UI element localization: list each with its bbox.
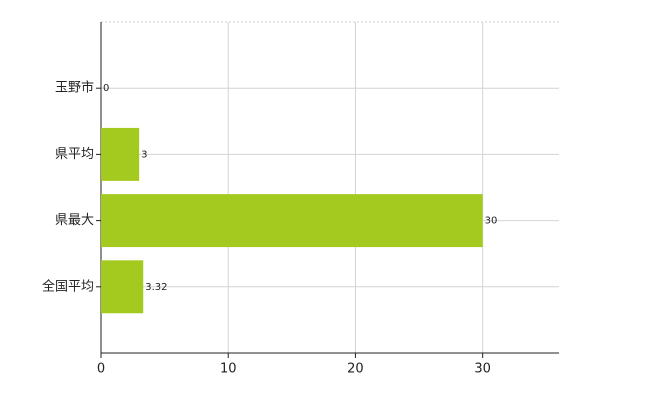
y-tick-label: 全国平均	[42, 278, 94, 294]
x-tick-label: 20	[347, 362, 364, 377]
value-label: 3.32	[145, 282, 167, 293]
value-label: 3	[141, 149, 147, 160]
x-tick-label: 0	[97, 362, 105, 377]
y-tick-label: 県平均	[55, 147, 94, 162]
y-tick-label: 玉野市	[55, 80, 94, 96]
bar	[101, 260, 144, 314]
y-tick-label: 県最大	[55, 213, 94, 228]
x-tick-label: 30	[474, 362, 491, 377]
bar	[101, 127, 140, 181]
value-label: 30	[485, 216, 498, 227]
value-label: 0	[103, 83, 109, 94]
x-tick-label: 10	[220, 362, 237, 377]
bar	[101, 194, 483, 248]
